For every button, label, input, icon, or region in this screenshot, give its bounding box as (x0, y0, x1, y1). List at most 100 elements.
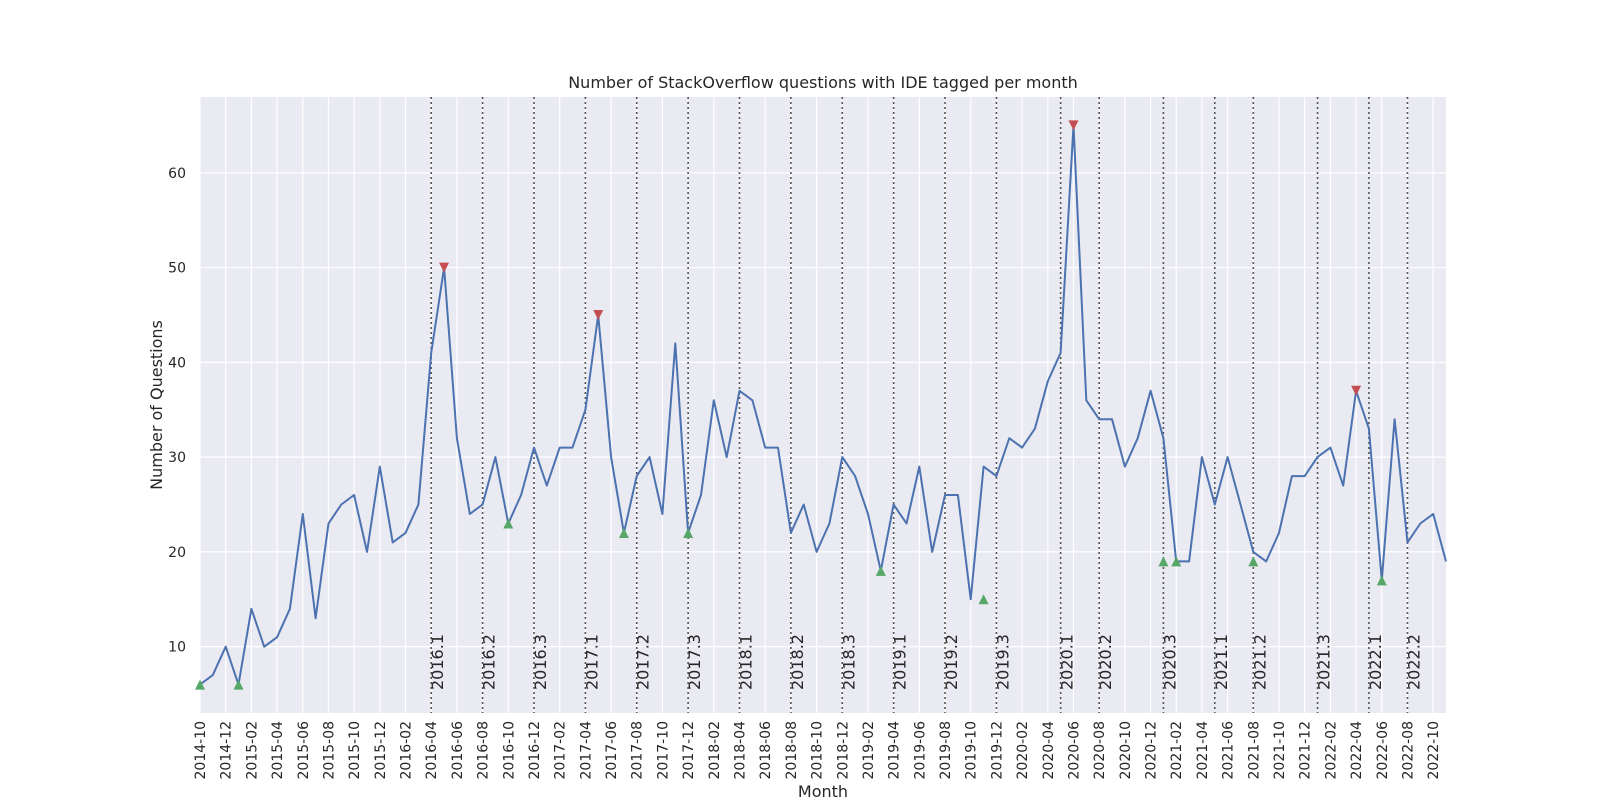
release-label: 2018.3 (839, 634, 858, 690)
x-tick-label: 2019-10 (964, 721, 980, 780)
x-tick-label: 2021-06 (1221, 721, 1237, 780)
x-tick-label: 2022-08 (1400, 721, 1416, 780)
x-tick-label: 2020-08 (1092, 721, 1108, 780)
release-label: 2016.3 (531, 634, 550, 690)
trough-marker (503, 518, 514, 529)
trough-marker (1158, 556, 1169, 567)
release-label: 2022.2 (1404, 634, 1423, 690)
x-tick-label: 2018-12 (835, 721, 851, 780)
x-tick-label: 2020-02 (1015, 721, 1031, 780)
x-tick-label: 2022-10 (1426, 721, 1442, 780)
x-tick-label: 2015-12 (373, 721, 389, 780)
y-tick-label: 40 (168, 355, 186, 371)
x-tick-label: 2020-06 (1066, 721, 1082, 780)
peak-marker (1351, 385, 1362, 396)
trough-marker (1171, 556, 1182, 567)
x-tick-label: 2021-08 (1246, 721, 1262, 780)
y-tick-label: 10 (168, 640, 186, 656)
y-tick-label: 60 (168, 166, 186, 182)
y-tick-label: 20 (168, 545, 186, 561)
trough-marker (233, 679, 244, 690)
x-tick-label: 2017-10 (655, 721, 671, 780)
x-tick-label: 2018-04 (733, 721, 749, 780)
peak-marker (593, 309, 604, 320)
chart-title: Number of StackOverflow questions with I… (568, 73, 1078, 92)
x-tick-label: 2016-02 (399, 721, 415, 780)
release-label: 2017.1 (582, 634, 601, 690)
x-tick-label: 2021-12 (1298, 721, 1314, 780)
release-label: 2019.1 (891, 634, 910, 690)
release-label: 2021.1 (1212, 634, 1231, 690)
x-tick-label: 2018-02 (707, 721, 723, 780)
release-label: 2019.2 (942, 634, 961, 690)
x-tick-label: 2017-04 (578, 721, 594, 780)
x-tick-label: 2022-02 (1323, 721, 1339, 780)
x-tick-label: 2015-10 (347, 721, 363, 780)
x-tick-label: 2020-12 (1144, 721, 1160, 780)
release-label: 2020.1 (1058, 634, 1077, 690)
x-tick-label: 2021-02 (1169, 721, 1185, 780)
trough-marker (618, 527, 629, 538)
x-tick-label: 2016-04 (424, 721, 440, 780)
extrema-markers (195, 120, 1387, 690)
trough-marker (978, 594, 989, 605)
x-tick-label: 2015-02 (244, 721, 260, 780)
x-tick-label: 2019-04 (887, 721, 903, 780)
x-tick-label: 2017-12 (681, 721, 697, 780)
x-tick-label: 2015-04 (270, 721, 286, 780)
x-tick-label: 2019-06 (912, 721, 928, 780)
release-label: 2017.2 (634, 634, 653, 690)
trough-marker (195, 679, 205, 690)
x-tick-label: 2014-10 (193, 721, 209, 780)
series-layer (199, 124, 1447, 686)
release-label: 2019.3 (993, 634, 1012, 690)
trough-marker (875, 565, 886, 576)
x-tick-label: 2021-10 (1272, 721, 1288, 780)
x-tick-label: 2019-08 (938, 721, 954, 780)
x-tick-label: 2018-08 (784, 721, 800, 780)
x-tick-label: 2021-04 (1195, 721, 1211, 780)
x-tick-label: 2017-02 (553, 721, 569, 780)
x-tick-label: 2017-06 (604, 721, 620, 780)
x-tick-label: 2015-06 (296, 721, 312, 780)
x-axis: 2014-10 2014-12 2015-02 2015-04 2015-06 2015-… (193, 721, 1442, 780)
x-tick-label: 2016-08 (476, 721, 492, 780)
release-label: 2018.2 (788, 634, 807, 690)
x-axis-title: Month (798, 782, 848, 800)
release-label: 2022.1 (1366, 634, 1385, 690)
release-label: 2021.3 (1315, 634, 1334, 690)
peak-marker (1068, 120, 1079, 131)
x-tick-label: 2020-04 (1041, 721, 1057, 780)
x-tick-label: 2022-04 (1349, 721, 1365, 780)
trough-marker (683, 527, 694, 538)
release-label: 2018.1 (737, 634, 756, 690)
y-axis: 10 20 30 40 50 60 (168, 166, 186, 656)
x-tick-label: 2020-10 (1118, 721, 1134, 780)
x-tick-label: 2018-06 (758, 721, 774, 780)
x-tick-label: 2022-06 (1375, 721, 1391, 780)
x-tick-label: 2015-08 (321, 721, 337, 780)
release-label: 2016.2 (480, 634, 499, 690)
trough-marker (1248, 556, 1259, 567)
release-label: 2017.3 (685, 634, 704, 690)
trough-marker (1376, 575, 1387, 586)
x-tick-label: 2019-12 (989, 721, 1005, 780)
grid (199, 97, 1446, 713)
release-label: 2020.2 (1096, 634, 1115, 690)
x-tick-label: 2019-02 (861, 721, 877, 780)
release-label: 2021.2 (1250, 634, 1269, 690)
x-tick-label: 2014-12 (219, 721, 235, 780)
plot-area (200, 97, 1446, 713)
y-tick-label: 30 (168, 450, 186, 466)
x-tick-label: 2018-10 (810, 721, 826, 780)
release-label: 2016.1 (428, 634, 447, 690)
x-tick-label: 2016-06 (450, 721, 466, 780)
peak-marker (439, 262, 450, 273)
x-tick-label: 2017-08 (630, 721, 646, 780)
x-tick-label: 2016-10 (501, 721, 517, 780)
series-line (199, 124, 1447, 686)
y-axis-title: Number of Questions (147, 320, 166, 490)
y-tick-label: 50 (168, 261, 186, 277)
x-tick-label: 2016-12 (527, 721, 543, 780)
